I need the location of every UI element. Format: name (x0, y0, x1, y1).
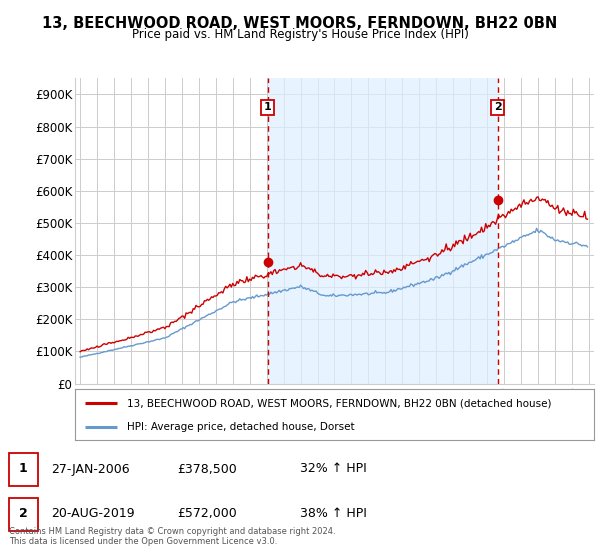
Text: 27-JAN-2006: 27-JAN-2006 (51, 463, 130, 475)
Text: 13, BEECHWOOD ROAD, WEST MOORS, FERNDOWN, BH22 0BN (detached house): 13, BEECHWOOD ROAD, WEST MOORS, FERNDOWN… (127, 398, 551, 408)
Text: 1: 1 (264, 102, 272, 113)
Text: 32% ↑ HPI: 32% ↑ HPI (300, 463, 367, 475)
Text: £572,000: £572,000 (177, 507, 237, 520)
Text: 1: 1 (19, 463, 28, 475)
Text: 2: 2 (19, 507, 28, 520)
FancyBboxPatch shape (9, 498, 38, 531)
Text: 38% ↑ HPI: 38% ↑ HPI (300, 507, 367, 520)
Text: 2: 2 (494, 102, 502, 113)
Text: £378,500: £378,500 (177, 463, 237, 475)
Text: HPI: Average price, detached house, Dorset: HPI: Average price, detached house, Dors… (127, 422, 355, 432)
FancyBboxPatch shape (9, 453, 38, 486)
Text: 20-AUG-2019: 20-AUG-2019 (51, 507, 134, 520)
Bar (268, 78, 498, 384)
Text: Contains HM Land Registry data © Crown copyright and database right 2024.
This d: Contains HM Land Registry data © Crown c… (9, 526, 335, 546)
Text: Price paid vs. HM Land Registry's House Price Index (HPI): Price paid vs. HM Land Registry's House … (131, 28, 469, 41)
Text: 13, BEECHWOOD ROAD, WEST MOORS, FERNDOWN, BH22 0BN: 13, BEECHWOOD ROAD, WEST MOORS, FERNDOWN… (43, 16, 557, 31)
